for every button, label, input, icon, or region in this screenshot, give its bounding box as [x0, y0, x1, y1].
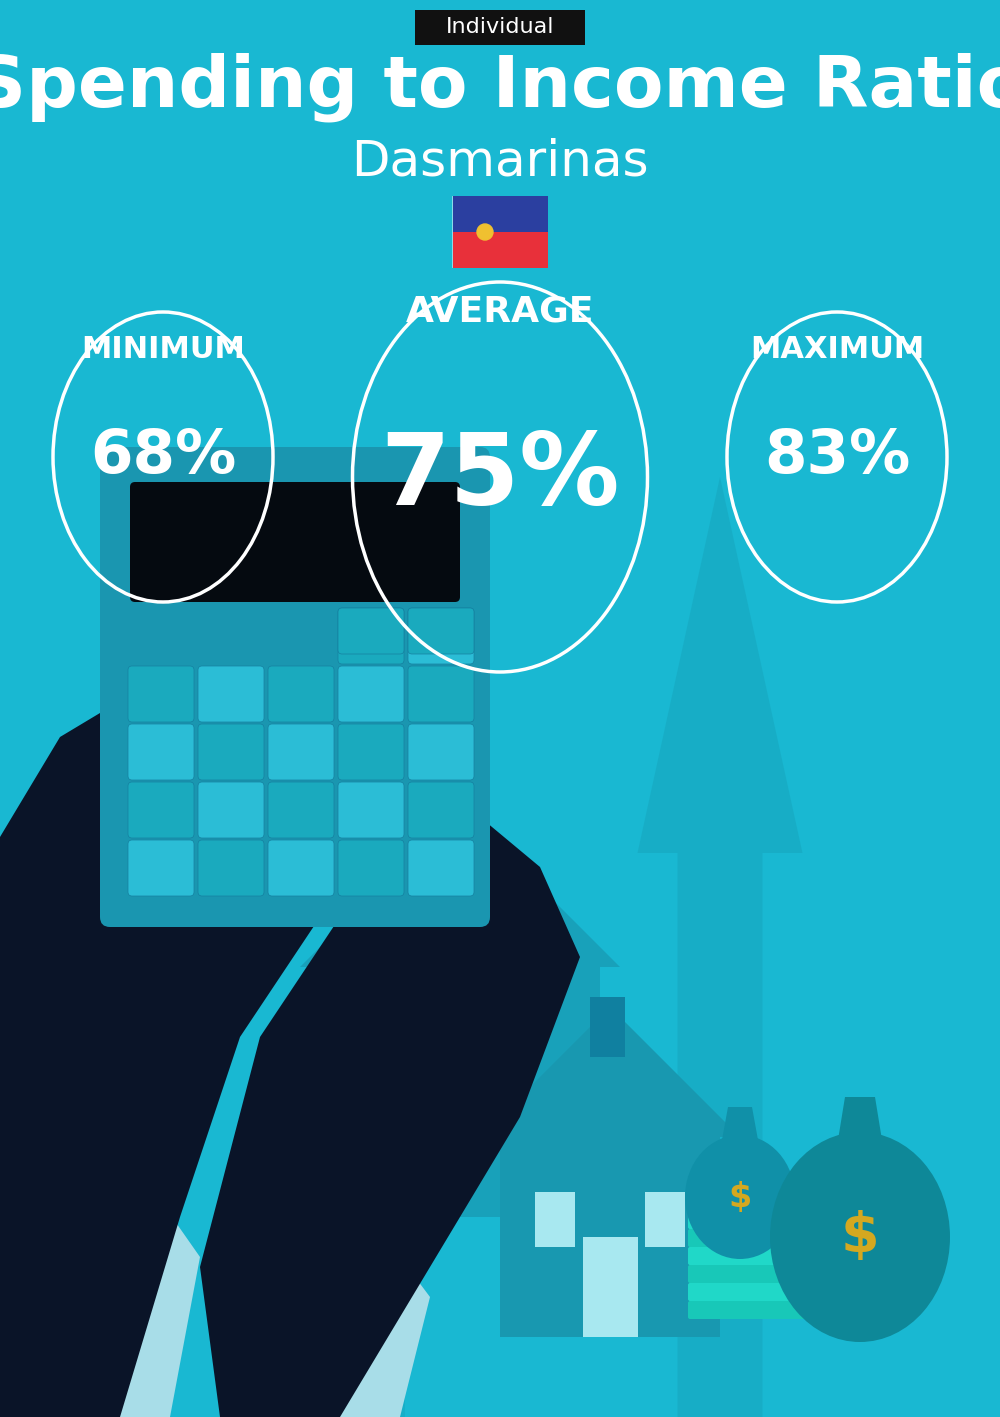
FancyBboxPatch shape [688, 1301, 852, 1319]
FancyBboxPatch shape [535, 1192, 575, 1247]
Text: AVERAGE: AVERAGE [406, 295, 594, 329]
FancyBboxPatch shape [582, 1237, 638, 1338]
FancyBboxPatch shape [688, 1282, 852, 1301]
Text: Dasmarinas: Dasmarinas [351, 137, 649, 186]
FancyBboxPatch shape [128, 782, 194, 837]
Text: 83%: 83% [764, 428, 910, 486]
FancyBboxPatch shape [688, 1229, 852, 1247]
Text: 68%: 68% [90, 428, 236, 486]
FancyBboxPatch shape [128, 666, 194, 723]
Text: $: $ [728, 1180, 752, 1213]
Circle shape [477, 224, 493, 239]
FancyBboxPatch shape [198, 724, 264, 779]
FancyBboxPatch shape [198, 782, 264, 837]
Polygon shape [722, 1107, 758, 1141]
Polygon shape [320, 966, 600, 1217]
Polygon shape [500, 1136, 720, 1338]
FancyBboxPatch shape [268, 782, 334, 837]
FancyBboxPatch shape [688, 1247, 852, 1265]
FancyBboxPatch shape [130, 482, 460, 602]
FancyBboxPatch shape [338, 724, 404, 779]
FancyBboxPatch shape [688, 1265, 852, 1282]
Text: MINIMUM: MINIMUM [81, 334, 245, 364]
FancyBboxPatch shape [408, 782, 474, 837]
FancyBboxPatch shape [338, 608, 404, 665]
Polygon shape [838, 1097, 882, 1141]
Polygon shape [452, 232, 548, 268]
Ellipse shape [685, 1135, 795, 1258]
FancyBboxPatch shape [338, 608, 404, 655]
FancyBboxPatch shape [408, 608, 474, 655]
Text: Spending to Income Ratio: Spending to Income Ratio [0, 52, 1000, 122]
FancyBboxPatch shape [408, 840, 474, 896]
FancyBboxPatch shape [590, 998, 625, 1057]
FancyBboxPatch shape [268, 840, 334, 896]
Text: Individual: Individual [446, 17, 554, 37]
FancyBboxPatch shape [198, 840, 264, 896]
Polygon shape [0, 1158, 200, 1417]
FancyBboxPatch shape [268, 724, 334, 779]
FancyBboxPatch shape [268, 666, 334, 723]
Text: 75%: 75% [380, 428, 620, 526]
FancyBboxPatch shape [688, 1212, 852, 1229]
FancyBboxPatch shape [408, 666, 474, 723]
FancyBboxPatch shape [415, 10, 585, 44]
FancyBboxPatch shape [198, 666, 264, 723]
FancyBboxPatch shape [128, 724, 194, 779]
Ellipse shape [770, 1132, 950, 1342]
FancyBboxPatch shape [338, 782, 404, 837]
FancyBboxPatch shape [100, 446, 490, 927]
FancyBboxPatch shape [338, 840, 404, 896]
Polygon shape [638, 478, 802, 1417]
FancyBboxPatch shape [338, 666, 404, 723]
Polygon shape [220, 1217, 430, 1417]
Text: $: $ [841, 1210, 879, 1264]
Polygon shape [300, 597, 440, 1417]
Polygon shape [200, 818, 580, 1417]
FancyBboxPatch shape [128, 840, 194, 896]
FancyBboxPatch shape [645, 1192, 685, 1247]
Text: MAXIMUM: MAXIMUM [750, 334, 924, 364]
Polygon shape [452, 196, 524, 268]
FancyBboxPatch shape [408, 724, 474, 779]
Polygon shape [480, 1007, 740, 1136]
Polygon shape [0, 677, 340, 1417]
Polygon shape [452, 196, 548, 232]
Polygon shape [300, 808, 620, 966]
FancyBboxPatch shape [408, 608, 474, 665]
